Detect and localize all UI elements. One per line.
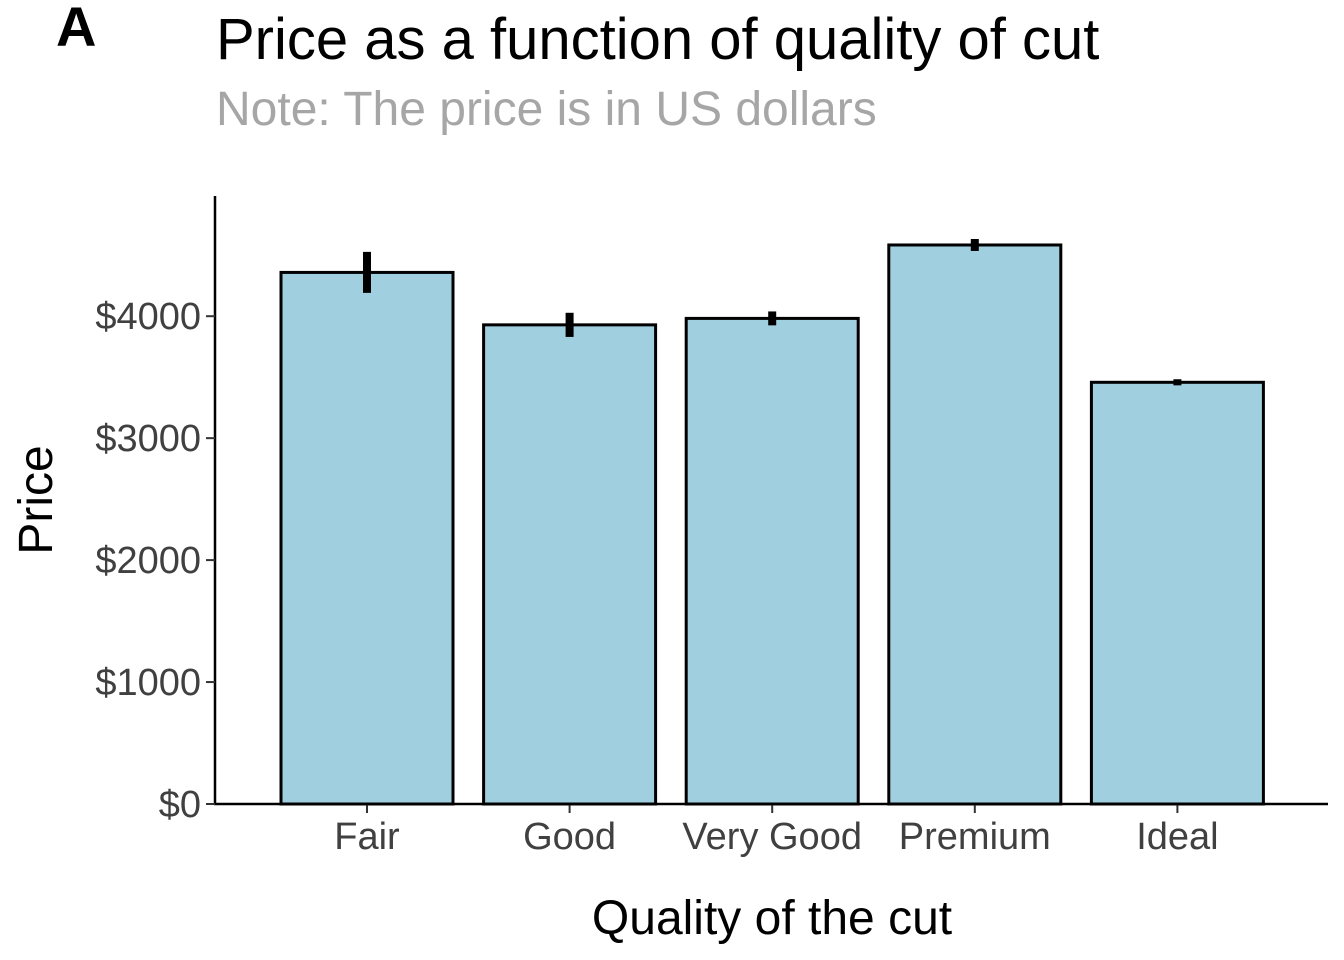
axes-layer: Fair Good Very Good Premium Ideal $0 $1000 $200… (95, 196, 1328, 858)
y-tick-label: $0 (159, 784, 201, 826)
bars-layer (279, 243, 1265, 806)
y-tick-label: $4000 (95, 296, 201, 338)
x-tick-label: Premium (899, 816, 1051, 858)
panel-tag: A (56, 0, 97, 58)
y-tick-label: $2000 (95, 540, 201, 582)
x-axis-title: Quality of the cut (592, 892, 952, 945)
error-bars-layer (363, 239, 1182, 386)
y-tick-label: $3000 (95, 418, 201, 460)
x-tick-label: Good (523, 816, 616, 858)
bar-premium (887, 243, 1063, 806)
y-axis-title: Price (10, 445, 63, 554)
chart-title: Price as a function of quality of cut (216, 7, 1100, 72)
bar-good (482, 323, 658, 806)
x-tick-label: Fair (334, 816, 400, 858)
y-tick-label: $1000 (95, 662, 201, 704)
bar-very-good (684, 316, 860, 806)
bar-fair (279, 270, 455, 806)
bar-ideal (1089, 380, 1265, 806)
x-tick-label: Very Good (682, 816, 862, 858)
chart-subtitle: Note: The price is in US dollars (216, 83, 877, 136)
x-tick-label: Ideal (1136, 816, 1218, 858)
